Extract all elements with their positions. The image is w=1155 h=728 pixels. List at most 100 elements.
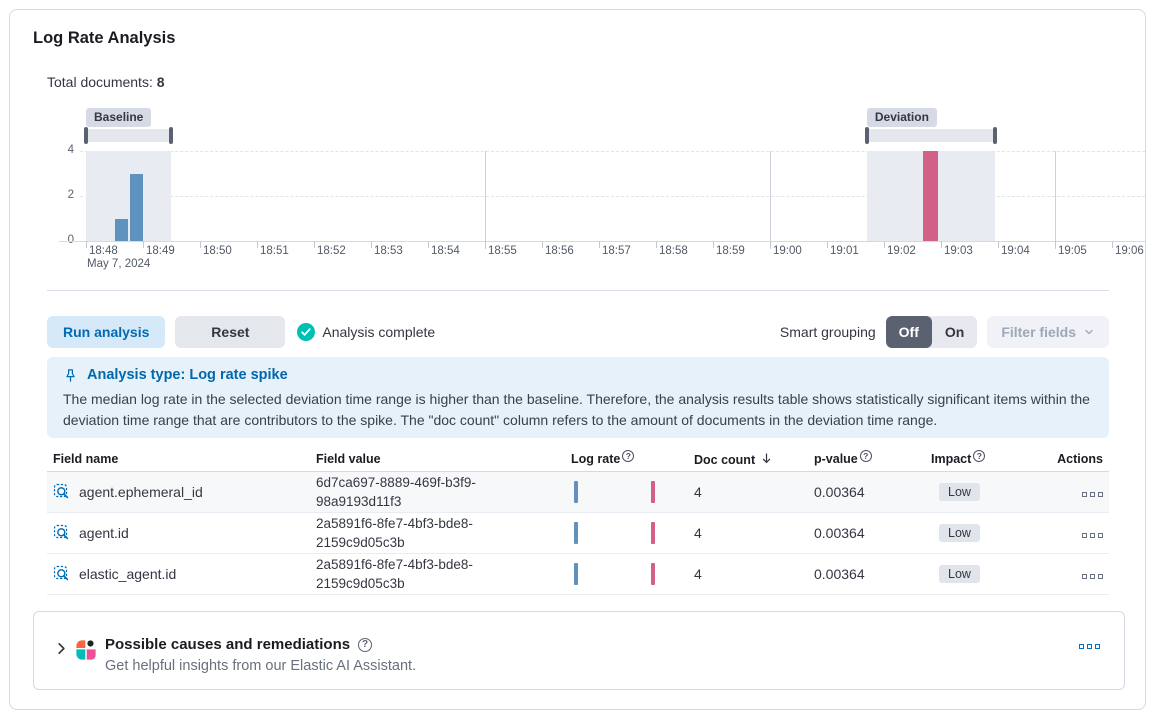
baseline-brush-right-handle[interactable] xyxy=(168,127,173,144)
controls-right: Smart grouping Off On Filter fields xyxy=(780,316,1109,348)
baseline-window-region xyxy=(86,151,171,241)
controls-row: Run analysis Reset Analysis complete Sma… xyxy=(47,316,1109,348)
x-tick-mark xyxy=(884,241,885,248)
field-search-icon[interactable] xyxy=(53,565,71,583)
x-tick-mark xyxy=(200,241,201,248)
column-header-log-rate: Log rate xyxy=(561,450,681,466)
baseline-mini-bar xyxy=(574,481,578,503)
x-tick-mark xyxy=(371,241,372,248)
reset-button[interactable]: Reset xyxy=(175,316,286,348)
filter-fields-label: Filter fields xyxy=(1001,324,1076,340)
check-circle-icon xyxy=(297,323,316,341)
x-tick-mark xyxy=(941,241,942,248)
x-tick-label: 19:06 xyxy=(1115,245,1144,257)
row-actions-button[interactable] xyxy=(1082,492,1103,497)
chevron-right-icon[interactable] xyxy=(54,641,69,656)
deviation-bar xyxy=(923,151,939,241)
field-search-icon[interactable] xyxy=(53,483,71,501)
x-tick-mark xyxy=(1112,241,1113,248)
doc-count-cell: 4 xyxy=(694,566,702,582)
deviation-brush[interactable] xyxy=(866,129,996,142)
table-row: agent.ephemeral_id 6d7ca697-8889-469f-b3… xyxy=(47,472,1109,513)
x-major-gridline xyxy=(1055,151,1056,249)
doc-count-cell: 4 xyxy=(694,484,702,500)
deviation-brush-left-handle[interactable] xyxy=(864,127,869,144)
smart-grouping-off-button[interactable]: Off xyxy=(885,316,932,348)
log-rate-info-icon[interactable] xyxy=(622,450,635,462)
x-tick-label: 18:56 xyxy=(545,245,574,257)
p-value-cell: 0.00364 xyxy=(814,566,865,582)
x-tick-mark xyxy=(257,241,258,248)
x-axis-date-label: May 7, 2024 xyxy=(87,258,151,270)
x-tick-label: 19:00 xyxy=(773,245,802,257)
baseline-badge: Baseline xyxy=(86,108,152,127)
y-gridline xyxy=(80,151,1145,152)
x-tick-label: 19:03 xyxy=(944,245,973,257)
x-tick-label: 18:52 xyxy=(317,245,346,257)
column-header-actions: Actions xyxy=(1057,452,1103,466)
field-value: 2a5891f6-8fe7-4bf3-bde8-2159c9d05c3b xyxy=(316,557,473,591)
y-axis-label: 0 xyxy=(67,234,74,246)
deviation-mini-bar xyxy=(651,563,655,585)
x-tick-label: 18:48 xyxy=(89,245,118,257)
sort-descending-icon xyxy=(762,452,771,463)
x-tick-label: 18:50 xyxy=(203,245,232,257)
x-tick-label: 18:57 xyxy=(602,245,631,257)
smart-grouping-label: Smart grouping xyxy=(779,324,876,340)
pin-icon xyxy=(66,368,75,382)
field-value: 2a5891f6-8fe7-4bf3-bde8-2159c9d05c3b xyxy=(316,516,473,550)
x-tick-mark xyxy=(428,241,429,248)
log-rate-mini-chart xyxy=(561,472,681,512)
x-tick-mark xyxy=(143,241,144,248)
elastic-ai-assistant-icon xyxy=(76,640,96,660)
x-tick-label: 19:04 xyxy=(1001,245,1030,257)
x-tick-mark xyxy=(713,241,714,248)
y-axis-label: 2 xyxy=(67,189,74,201)
column-header-doc-count[interactable]: Doc count xyxy=(681,452,801,467)
log-rate-mini-chart xyxy=(561,554,681,594)
x-tick-mark xyxy=(485,241,486,248)
callout-body: The median log rate in the selected devi… xyxy=(63,391,1090,428)
impact-badge: Low xyxy=(939,565,980,583)
analysis-type-callout: Analysis type: Log rate spike The median… xyxy=(47,357,1109,438)
baseline-mini-bar xyxy=(574,522,578,544)
column-header-field-name: Field name xyxy=(53,452,119,466)
log-rate-mini-chart xyxy=(561,513,681,553)
baseline-brush[interactable] xyxy=(86,129,171,142)
x-tick-mark xyxy=(86,241,87,248)
y-axis-label: 4 xyxy=(67,144,74,156)
insights-title-row: Possible causes and remediations xyxy=(105,636,416,653)
impact-info-icon[interactable] xyxy=(973,450,986,462)
controls-left: Run analysis Reset Analysis complete xyxy=(47,316,435,348)
row-actions-button[interactable] xyxy=(1082,533,1103,538)
insights-help-icon[interactable] xyxy=(358,637,373,652)
table-header-row: Field name Field value Log rate Doc coun… xyxy=(47,447,1109,472)
x-major-gridline xyxy=(485,151,486,249)
field-search-icon[interactable] xyxy=(53,524,71,542)
x-tick-mark xyxy=(998,241,999,248)
baseline-mini-bar xyxy=(574,563,578,585)
log-rate-analysis-panel: Log Rate Analysis Total documents: 8 0 2 4… xyxy=(9,9,1146,710)
p-value-cell: 0.00364 xyxy=(814,525,865,541)
filter-fields-button[interactable]: Filter fields xyxy=(987,316,1109,348)
deviation-brush-right-handle[interactable] xyxy=(993,127,998,144)
y-gridline xyxy=(80,196,1145,197)
x-tick-label: 18:59 xyxy=(716,245,745,257)
x-tick-label: 18:51 xyxy=(260,245,289,257)
insights-actions-button[interactable] xyxy=(1079,644,1100,649)
page-title: Log Rate Analysis xyxy=(33,29,176,47)
smart-grouping-on-button[interactable]: On xyxy=(944,324,965,340)
doc-count-cell: 4 xyxy=(694,525,702,541)
row-actions-button[interactable] xyxy=(1082,574,1103,579)
baseline-brush-left-handle[interactable] xyxy=(84,127,88,144)
table-row: elastic_agent.id 2a5891f6-8fe7-4bf3-bde8… xyxy=(47,554,1109,595)
x-tick-mark xyxy=(599,241,600,248)
run-analysis-button[interactable]: Run analysis xyxy=(47,316,166,348)
x-axis-line xyxy=(59,241,1145,242)
x-tick-mark xyxy=(770,241,771,248)
field-name: elastic_agent.id xyxy=(79,566,177,582)
callout-title: Analysis type: Log rate spike xyxy=(87,367,288,383)
column-header-p-value: p-value xyxy=(801,450,921,466)
p-value-info-icon[interactable] xyxy=(859,450,872,462)
x-tick-mark xyxy=(542,241,543,248)
